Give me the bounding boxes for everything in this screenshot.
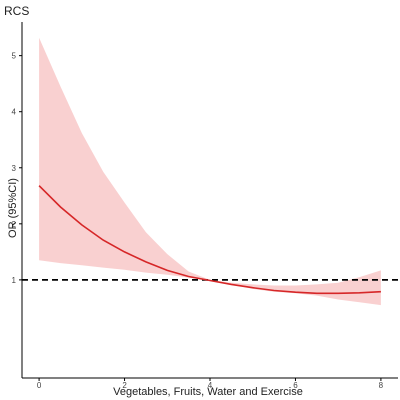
- y-tick-label: 5: [12, 52, 17, 61]
- ci-band: [39, 37, 381, 306]
- x-tick-label: 0: [37, 381, 42, 390]
- or-curve: [38, 185, 381, 295]
- x-tick-label: 4: [208, 381, 213, 390]
- y-tick-label: 3: [12, 164, 17, 173]
- y-axis-label: OR (95%CI): [7, 178, 19, 238]
- plot-area: 0 2 4 6 8 1 2 3 4 5: [12, 22, 398, 390]
- x-axis-label: Vegetables, Fruits, Water and Exercise: [113, 386, 303, 398]
- y-tick-label: 4: [12, 108, 17, 117]
- x-tick-label: 8: [379, 381, 384, 390]
- chart-title: RCS: [4, 4, 30, 18]
- x-tick-label: 2: [122, 381, 127, 390]
- x-tick-label: 6: [293, 381, 298, 390]
- y-tick-label: 2: [12, 220, 17, 229]
- y-tick-label: 1: [12, 276, 17, 285]
